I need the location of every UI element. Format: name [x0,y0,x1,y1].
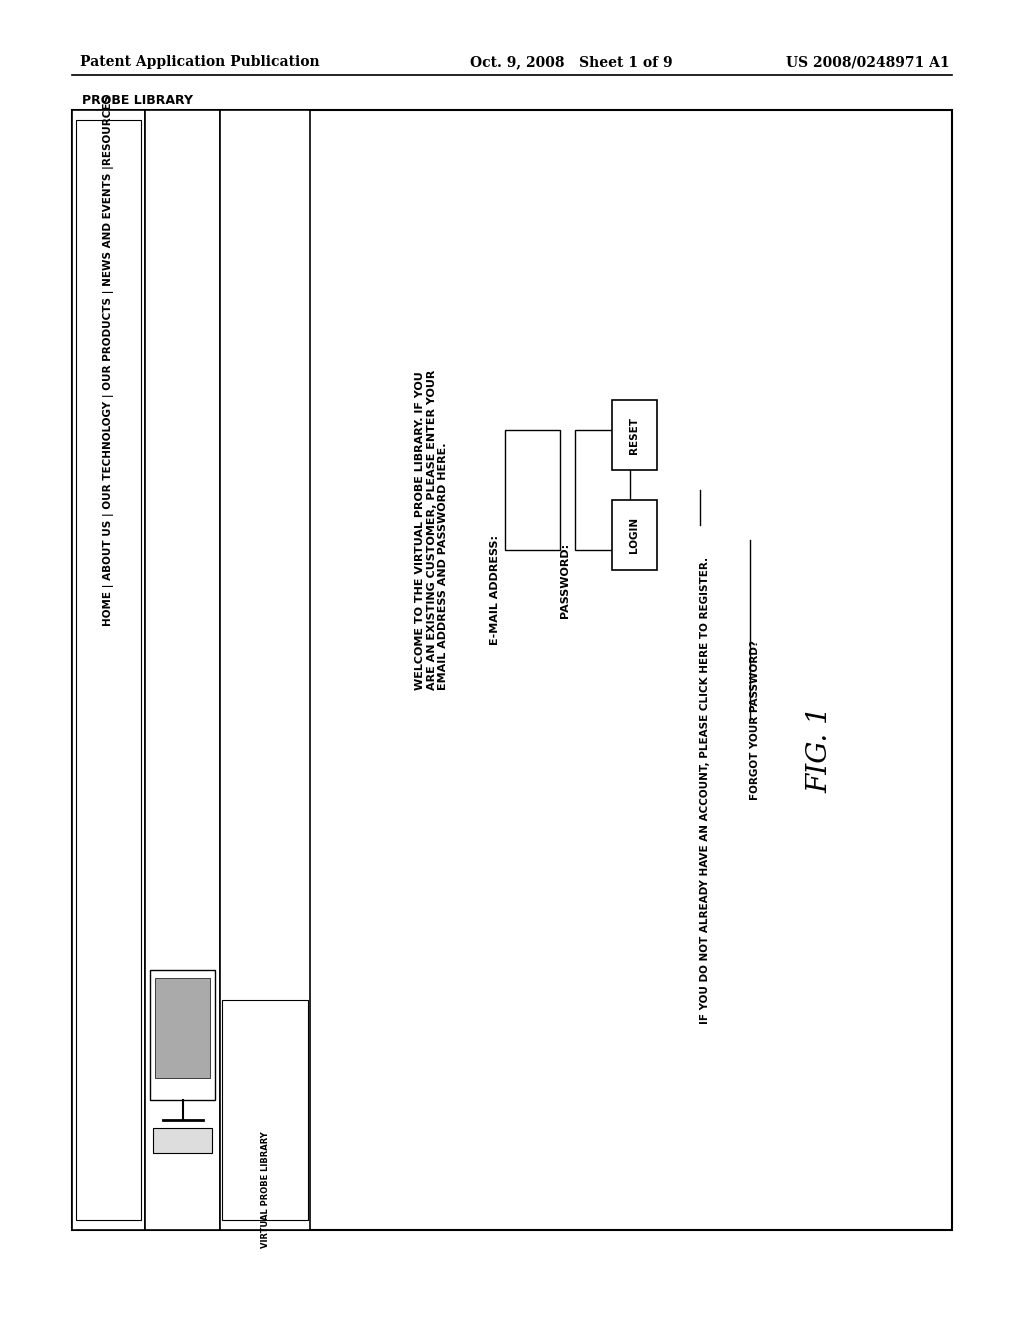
Text: E-MAIL ADDRESS:: E-MAIL ADDRESS: [490,535,500,645]
Text: Patent Application Publication: Patent Application Publication [80,55,319,69]
Text: Oct. 9, 2008   Sheet 1 of 9: Oct. 9, 2008 Sheet 1 of 9 [470,55,673,69]
Text: FORGOT YOUR PASSWORD?: FORGOT YOUR PASSWORD? [750,640,760,800]
Bar [505,430,560,550]
Bar [153,1129,212,1152]
Bar [222,1001,308,1220]
Text: PASSWORD:: PASSWORD: [560,543,570,618]
Bar [150,970,215,1100]
Bar [612,400,657,470]
Text: WELCOME TO THE VIRTUAL PROBE LIBRARY. IF YOU
ARE AN EXISTING CUSTOMER, PLEASE EN: WELCOME TO THE VIRTUAL PROBE LIBRARY. IF… [415,370,449,690]
Text: VIRTUAL PROBE LIBRARY: VIRTUAL PROBE LIBRARY [260,1131,269,1249]
Bar [145,110,220,1230]
Text: PROBE LIBRARY: PROBE LIBRARY [82,94,193,107]
Bar [155,978,210,1078]
Text: FIG. 1: FIG. 1 [807,706,834,793]
Text: US 2008/0248971 A1: US 2008/0248971 A1 [786,55,950,69]
Bar [72,110,952,1230]
Bar [612,500,657,570]
Text: IF YOU DO NOT ALREADY HAVE AN ACCOUNT, PLEASE CLICK HERE TO REGISTER.: IF YOU DO NOT ALREADY HAVE AN ACCOUNT, P… [700,557,710,1023]
Bar [575,430,630,550]
Text: RESET: RESET [629,417,639,454]
Bar [220,110,310,1230]
Text: LOGIN: LOGIN [629,517,639,553]
Bar [76,120,141,1220]
Text: HOME | ABOUT US | OUR TECHNOLOGY | OUR PRODUCTS | NEWS AND EVENTS |RESOURCES: HOME | ABOUT US | OUR TECHNOLOGY | OUR P… [103,95,114,626]
Bar [72,110,145,1230]
